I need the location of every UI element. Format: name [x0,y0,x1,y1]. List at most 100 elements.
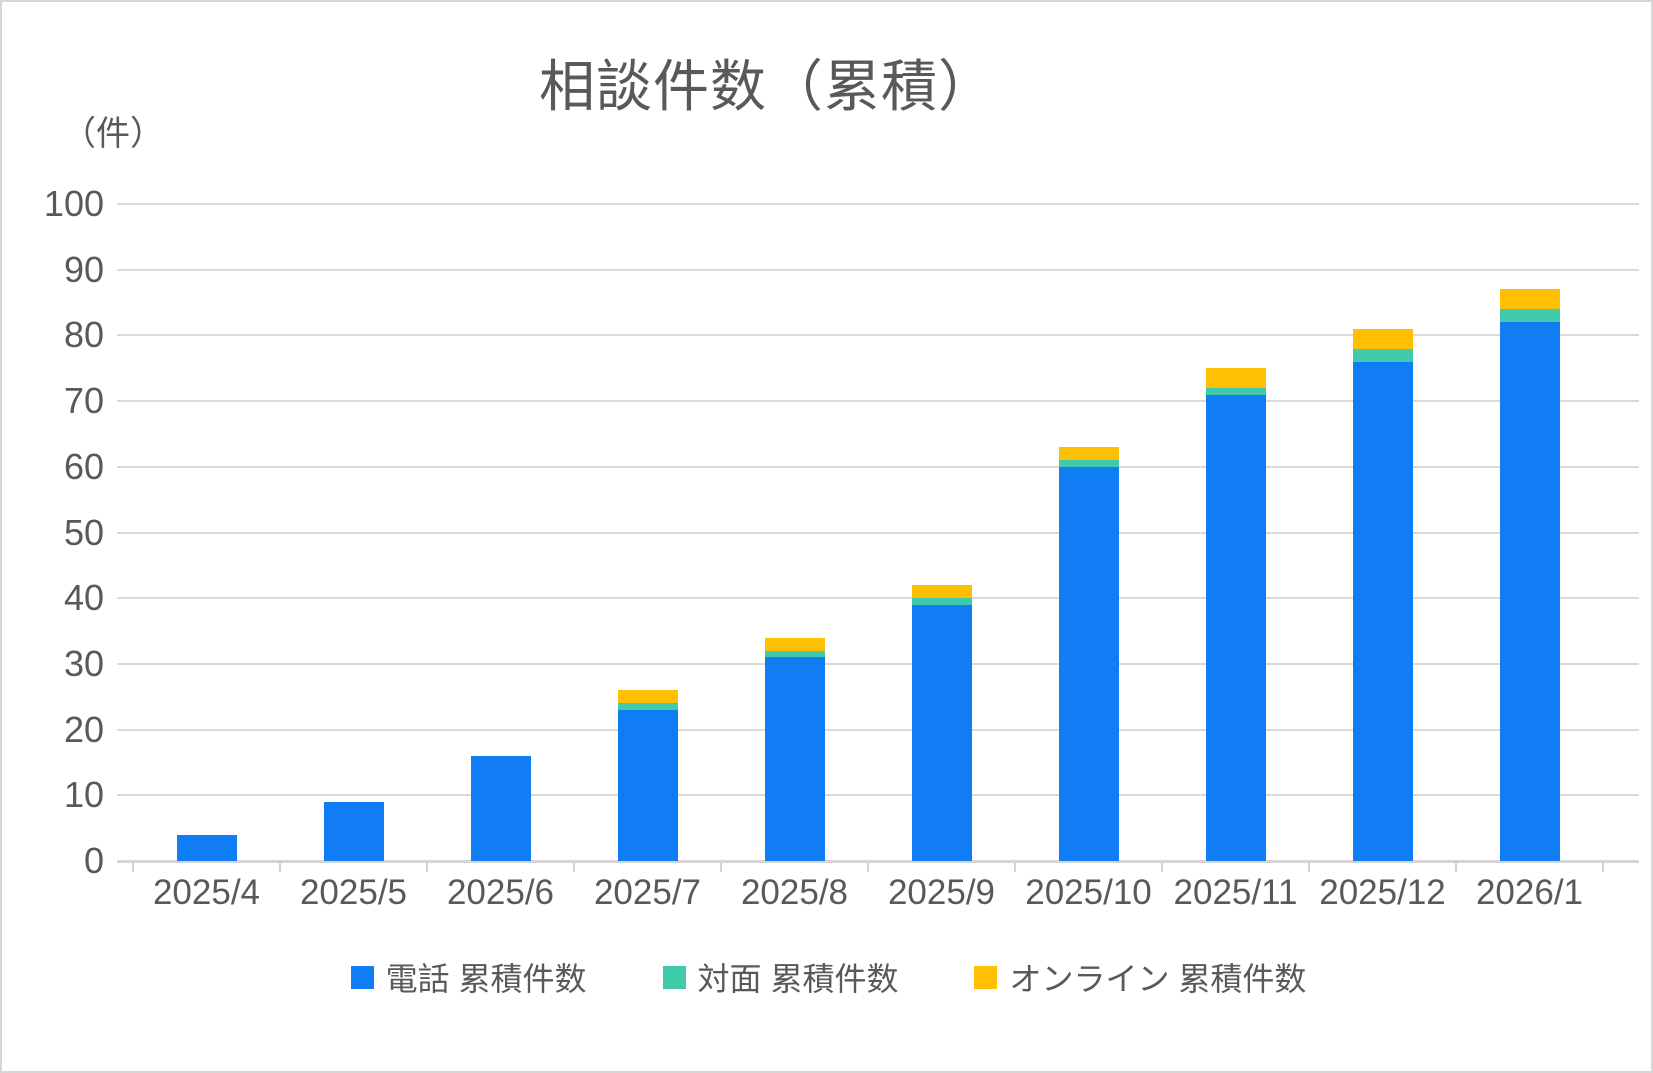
y-tick-label-20: 20 [63,708,104,750]
bar-segment [1205,387,1266,395]
x-tick-label-2025/6: 2025/6 [446,873,555,912]
bar-segment [470,755,531,861]
y-tick-label-50: 50 [63,511,104,553]
x-tick-label-2025/7: 2025/7 [593,873,702,912]
bar-segment [911,598,972,605]
x-tick-label-2025/9: 2025/9 [887,873,996,912]
y-tick-label-70: 70 [63,380,104,422]
gridline-y-100 [117,203,1639,205]
bar-segment [1058,460,1119,467]
bar-segment [1058,447,1119,461]
y-tick-label-100: 100 [43,183,104,224]
y-axis-tick-labels: 0 10 20 30 40 50 60 70 80 90 100 [22,186,104,879]
bar-stack-2025/6 [470,755,531,861]
bar-segment [1058,466,1119,861]
bar-slot-2025/7 [574,204,721,861]
bar-stack-2025/7 [617,690,678,861]
bar-stack-2025/5 [323,801,384,861]
x-axis-tick [720,862,722,872]
bar-stack-2025/10 [1058,447,1119,861]
bar-segment [764,650,825,658]
legend-swatch-icon [350,965,374,989]
bar-segment [1499,322,1560,861]
legend-label: 対面 累積件数 [697,961,899,997]
bar-slot-2025/5 [280,204,427,861]
legend-swatch-icon [662,965,686,989]
bar-segment [617,709,678,861]
x-axis-tick [1455,862,1457,872]
x-tick-label-2025/8: 2025/8 [740,873,849,912]
y-tick-label-0: 0 [83,840,104,881]
bar-segment [1499,289,1560,310]
x-tick-label-2025/11: 2025/11 [1173,873,1298,912]
bar-stack-2026/1 [1499,289,1560,861]
x-axis-tick [867,862,869,872]
gridline-y-10 [117,794,1639,797]
gridline-y-80 [117,334,1639,337]
x-tick-label-2025/10: 2025/10 [1025,873,1152,912]
legend-label: 電話 累積件数 [385,961,587,997]
x-axis-tick [279,862,281,872]
legend-label: オンライン 累積件数 [1009,961,1307,997]
y-tick-label-40: 40 [63,577,104,619]
y-tick-label-60: 60 [63,445,104,487]
x-tick-label-2025/12: 2025/12 [1319,873,1446,912]
legend-item: 電話 累積件数 [350,954,587,1000]
x-axis-tick [573,862,575,872]
plot-area [117,203,1639,863]
x-axis-tick [132,862,134,872]
x-axis-tick [426,862,428,872]
bar-slot-2025/10 [1015,204,1162,861]
legend-item: オンライン 累積件数 [974,954,1306,1000]
bar-segment [323,801,384,861]
x-axis-tick-labels: 2025/4 2025/5 2025/6 2025/7 2025/8 2025/9 2025… [133,870,1603,916]
legend-item: 対面 累積件数 [662,954,899,1000]
bar-segment [911,604,972,861]
bar-slot-2025/4 [133,204,280,861]
x-axis-tick [1014,862,1016,872]
chart-title: 相談件数（累積） [539,55,995,118]
y-tick-label-10: 10 [63,774,104,816]
bar-slot-2025/11 [1162,204,1309,861]
bars-area [133,204,1603,861]
bar-segment [1352,361,1413,861]
x-tick-label-2025/4: 2025/4 [152,873,261,912]
x-axis-ticks [132,862,1604,872]
bar-segment [176,834,237,861]
bar-segment [1499,309,1560,323]
x-axis-line [117,860,1639,863]
bar-slot-2025/9 [868,204,1015,861]
y-tick-label-80: 80 [63,314,104,356]
x-axis-tick [1602,862,1604,872]
bar-stack-2025/8 [764,637,825,861]
y-axis-unit-label: （件） [62,115,164,153]
bar-slot-2025/12 [1309,204,1456,861]
bar-segment [764,657,825,861]
gridline-y-60 [117,465,1639,468]
bar-stack-2025/4 [176,834,237,861]
x-tick-label-2026/1: 2026/1 [1475,873,1584,912]
bar-segment [1205,394,1266,861]
bar-segment [911,585,972,599]
bar-slot-2025/6 [427,204,574,861]
bar-stack-2025/11 [1205,368,1266,861]
bar-stack-2025/9 [911,585,972,861]
gridline-y-20 [117,728,1639,731]
legend-swatch-icon [974,965,998,989]
gridline-y-70 [117,400,1639,403]
gridline-y-50 [117,531,1639,534]
y-tick-label-30: 30 [63,642,104,684]
gridline-y-30 [117,662,1639,665]
bar-segment [1352,348,1413,362]
bar-segment [617,703,678,710]
bar-segment [1205,368,1266,388]
bar-stack-2025/12 [1352,328,1413,861]
x-axis-tick [1308,862,1310,872]
bar-slot-2026/1 [1456,204,1603,861]
chart-legend: 電話 累積件数 対面 累積件数 オンライン 累積件数 [2,954,1651,1000]
bar-slot-2025/8 [721,204,868,861]
bar-segment [1352,328,1413,349]
bar-segment [617,690,678,704]
gridline-y-40 [117,597,1639,600]
